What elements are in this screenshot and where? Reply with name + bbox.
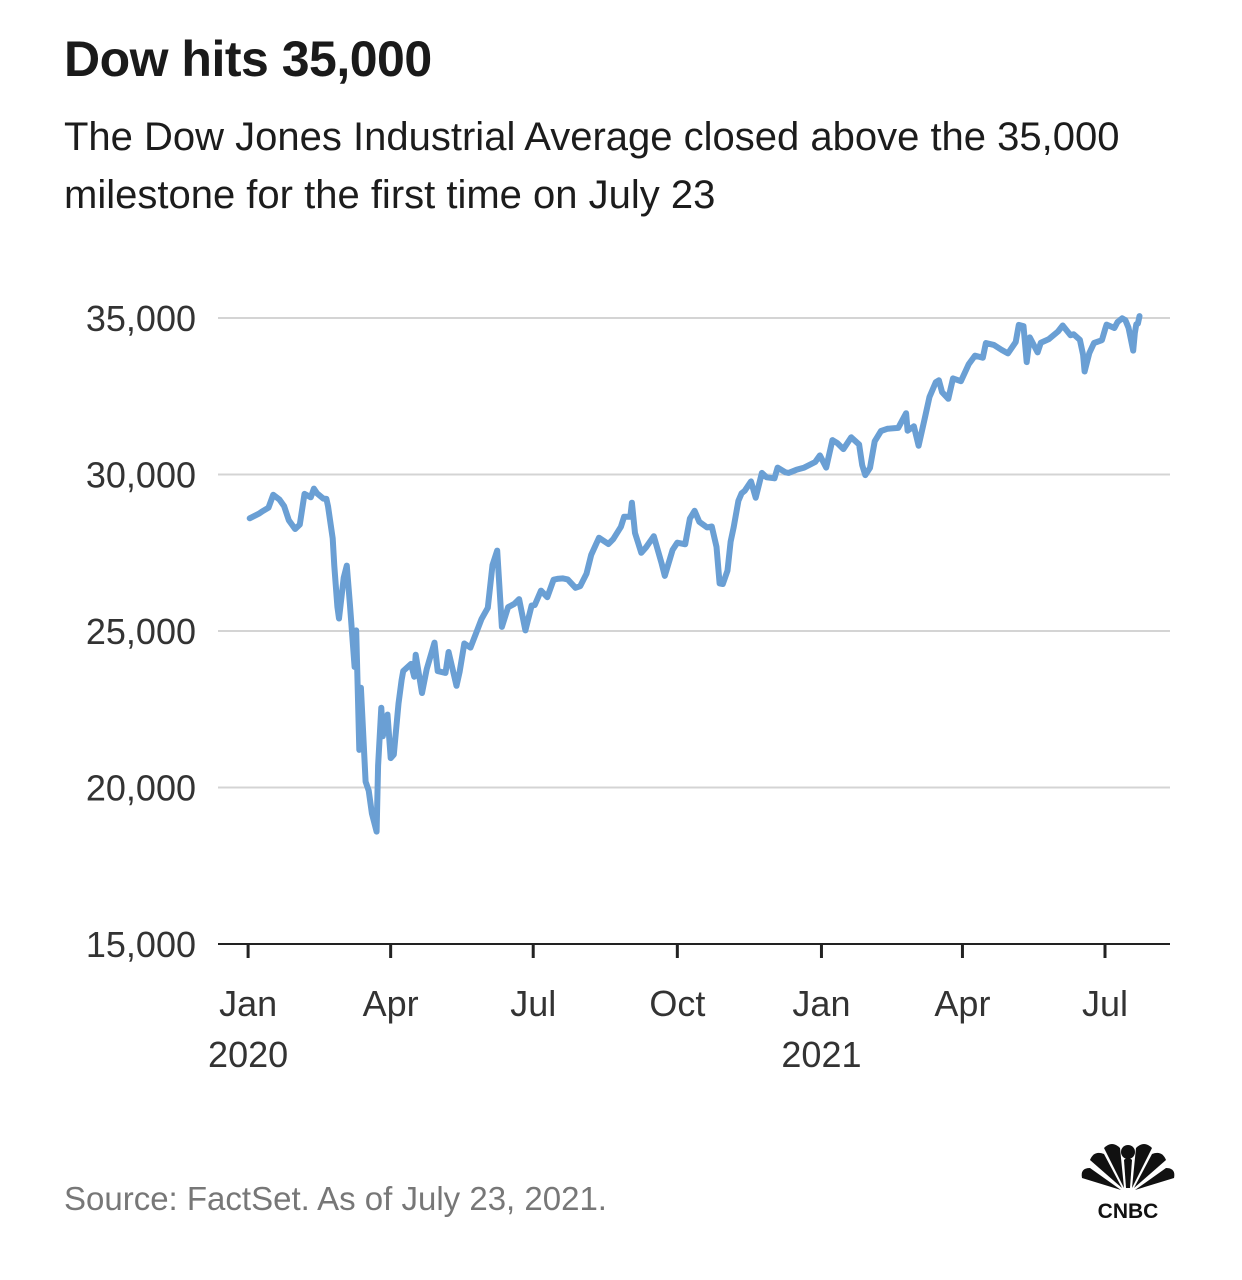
x-axis — [218, 943, 1170, 958]
y-tick-label: 30,000 — [86, 455, 196, 496]
x-tick-label: Jul — [510, 983, 556, 1024]
x-tick-label: Oct — [649, 983, 705, 1024]
y-tick-label: 35,000 — [86, 298, 196, 339]
chart-subtitle: The Dow Jones Industrial Average closed … — [64, 115, 1120, 217]
x-tick-labels: Jan 2020 Apr Jul Oct Jan 2021 Apr Jul — [208, 983, 1128, 1075]
y-axis: 15,000 20,000 25,000 30,000 35,000 — [86, 298, 196, 965]
series-line — [246, 313, 1143, 835]
source-note: Source: FactSet. As of July 23, 2021. — [64, 1180, 607, 1217]
logo-wordmark: CNBC — [1098, 1200, 1159, 1222]
x-tick-year-label: 2020 — [208, 1034, 288, 1075]
peacock-icon — [1081, 1144, 1175, 1190]
cnbc-logo: CNBC — [1081, 1144, 1175, 1222]
line-chart: 15,000 20,000 25,000 30,000 35,000 Jan 2020 Ap… — [86, 298, 1170, 1075]
chart-title: Dow hits 35,000 — [64, 31, 432, 87]
x-tick-label: Jan — [792, 983, 850, 1024]
series-layer — [246, 313, 1143, 835]
x-tick-label: Jul — [1082, 983, 1128, 1024]
x-tick-label: Apr — [363, 983, 419, 1024]
x-tick-label: Apr — [934, 983, 990, 1024]
x-tick-year-label: 2021 — [781, 1034, 861, 1075]
x-tick-label: Jan — [219, 983, 277, 1024]
y-tick-label: 20,000 — [86, 768, 196, 809]
y-tick-label: 25,000 — [86, 611, 196, 652]
y-tick-label: 15,000 — [86, 924, 196, 965]
